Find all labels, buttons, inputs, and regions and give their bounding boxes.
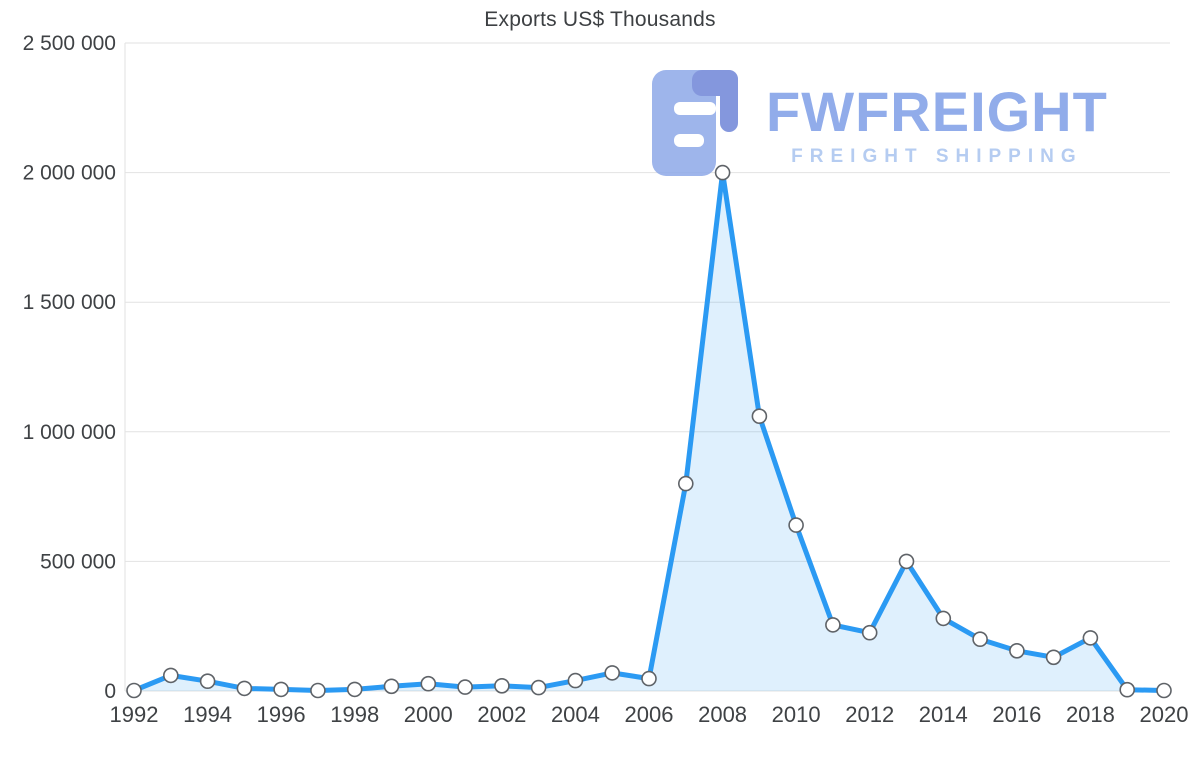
- data-point-marker[interactable]: [457, 679, 473, 695]
- data-point-marker[interactable]: [1045, 649, 1062, 666]
- x-tick-label: 1996: [257, 702, 306, 727]
- data-point-marker[interactable]: [236, 680, 253, 697]
- data-point-marker[interactable]: [530, 679, 547, 696]
- data-point-marker[interactable]: [751, 408, 768, 425]
- x-tick-label: 2006: [625, 702, 674, 727]
- series-area: [134, 172, 1164, 692]
- data-point-marker[interactable]: [972, 631, 988, 648]
- x-tick-label: 1992: [110, 702, 159, 727]
- data-point-marker[interactable]: [567, 672, 584, 689]
- y-tick-label: 0: [104, 680, 116, 703]
- x-tick-label: 2014: [919, 702, 968, 727]
- data-point-marker[interactable]: [1082, 630, 1099, 646]
- x-tick-label: 2002: [477, 702, 526, 727]
- y-tick-label: 500 000: [40, 550, 116, 573]
- data-point-marker[interactable]: [346, 681, 363, 698]
- data-point-marker[interactable]: [1156, 682, 1172, 699]
- data-point-marker[interactable]: [788, 517, 804, 533]
- data-point-marker[interactable]: [861, 624, 878, 641]
- data-point-marker[interactable]: [677, 475, 694, 492]
- x-tick-label: 2004: [551, 702, 600, 727]
- data-point-marker[interactable]: [199, 673, 216, 690]
- x-tick-label: 1994: [183, 702, 232, 727]
- y-tick-label: 2 000 000: [23, 162, 116, 185]
- x-tick-label: 2020: [1140, 702, 1189, 727]
- chart-title: Exports US$ Thousands: [484, 8, 716, 31]
- x-tick-label: 2012: [845, 702, 894, 727]
- data-point-marker[interactable]: [383, 678, 400, 695]
- y-tick-label: 2 500 000: [23, 32, 116, 55]
- x-tick-label: 2000: [404, 702, 453, 727]
- data-point-marker[interactable]: [604, 665, 621, 681]
- x-tick-label: 2016: [992, 702, 1041, 727]
- data-point-marker[interactable]: [163, 667, 179, 684]
- x-tick-label: 2008: [698, 702, 747, 727]
- y-tick-label: 1 500 000: [23, 291, 116, 314]
- x-tick-label: 2018: [1066, 702, 1115, 727]
- data-point-marker[interactable]: [825, 617, 841, 633]
- data-point-marker[interactable]: [641, 670, 657, 687]
- y-tick-label: 1 000 000: [23, 421, 116, 444]
- series-line: [131, 170, 1167, 693]
- data-point-marker[interactable]: [1119, 681, 1135, 698]
- x-tick-label: 2010: [772, 702, 821, 727]
- data-point-marker[interactable]: [935, 610, 952, 627]
- data-point-marker[interactable]: [1009, 642, 1025, 659]
- data-point-marker[interactable]: [898, 553, 915, 570]
- data-point-marker[interactable]: [420, 675, 437, 692]
- data-point-marker[interactable]: [494, 677, 510, 694]
- x-tick-label: 1998: [330, 702, 379, 727]
- data-point-marker[interactable]: [273, 681, 289, 698]
- data-point-marker[interactable]: [310, 682, 326, 699]
- data-point-marker[interactable]: [126, 682, 142, 699]
- data-point-marker[interactable]: [714, 164, 731, 181]
